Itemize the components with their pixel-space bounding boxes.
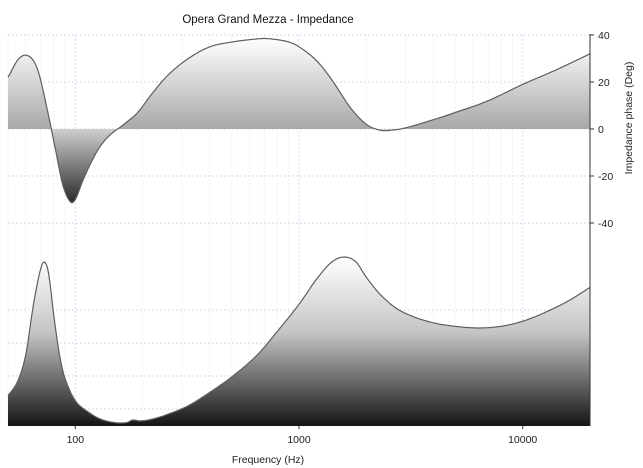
x-tick-label-1000: 1000 <box>287 434 311 446</box>
phase-axis-label: Impedance phase (Deg) <box>623 62 635 175</box>
magnitude-panel <box>7 256 591 426</box>
chart-title: Opera Grand Mezza - Impedance <box>182 14 353 26</box>
magnitude-area <box>8 257 590 426</box>
axes: 40 20 0 -20 -40 100 1000 10000 <box>67 30 614 446</box>
phase-tick-label-0: 0 <box>598 124 604 136</box>
phase-tick-label-20: 20 <box>598 77 610 89</box>
magnitude-series-line <box>7 256 591 424</box>
phase-tick-label--20: -20 <box>598 171 613 183</box>
phase-panel <box>7 37 591 204</box>
phase-tick-label--40: -40 <box>598 218 613 230</box>
phase-positive-area <box>8 38 590 129</box>
phase-series-line <box>7 37 591 204</box>
phase-negative-area <box>8 129 590 203</box>
x-tick-label-100: 100 <box>67 434 85 446</box>
x-axis-label: Frequency (Hz) <box>232 454 304 466</box>
x-tick-label-10000: 10000 <box>508 434 537 446</box>
phase-tick-label-40: 40 <box>598 30 610 42</box>
